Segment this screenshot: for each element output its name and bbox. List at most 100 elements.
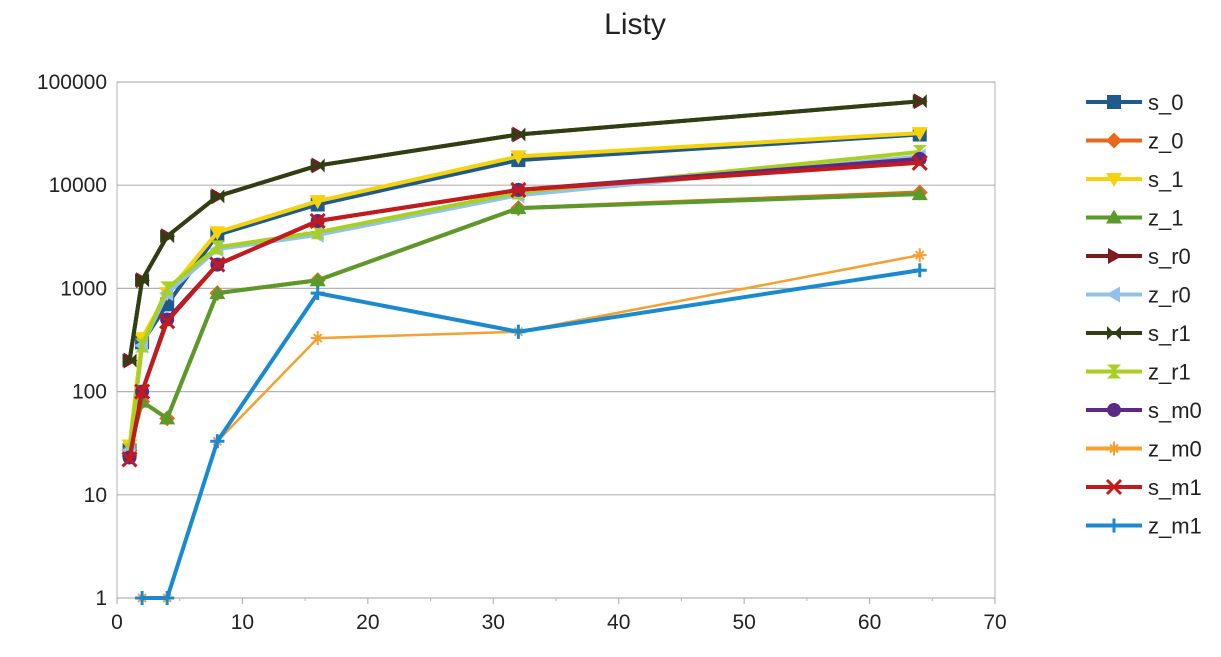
legend-label: s_r1 <box>1148 321 1191 346</box>
legend-marker <box>1107 441 1121 456</box>
legend: s_0 z_0 s_1 z_1 s_r0 z_r0 s_r1 z_r1 s_m0 z_m0 s_m1… <box>1086 90 1202 539</box>
legend-label: z_0 <box>1148 129 1183 154</box>
legend-marker <box>1105 478 1123 496</box>
data-point <box>310 158 325 173</box>
y-tick-label: 10000 <box>49 174 107 197</box>
data-point <box>121 451 138 468</box>
legend-item: s_r0 <box>1086 244 1191 269</box>
series-line <box>127 190 920 451</box>
series-s_0 <box>122 127 927 458</box>
series-line <box>142 253 920 600</box>
x-tick-label: 70 <box>983 611 1006 634</box>
x-tick-label: 60 <box>858 611 881 634</box>
y-tick-label: 1 <box>95 587 107 610</box>
y-tick-label: 100000 <box>37 71 107 94</box>
series-line <box>127 156 920 458</box>
legend-label: s_1 <box>1148 167 1183 192</box>
data-point <box>210 189 225 204</box>
data-point <box>309 212 326 230</box>
legend-label: s_0 <box>1148 90 1183 115</box>
legend-marker <box>1106 132 1122 149</box>
data-point <box>135 338 150 353</box>
data-point <box>122 353 137 368</box>
data-point <box>160 281 175 296</box>
legend-marker <box>1107 518 1121 533</box>
series-line <box>127 154 920 451</box>
legend-marker <box>1107 326 1121 340</box>
legend-item: z_m0 <box>1086 437 1202 462</box>
legend-item: s_m0 <box>1086 398 1202 423</box>
data-point <box>160 591 175 605</box>
legend-label: s_r0 <box>1148 244 1191 269</box>
series-line <box>142 268 921 600</box>
legend-marker <box>1107 95 1121 109</box>
series-line <box>127 192 920 451</box>
data-point <box>135 591 150 605</box>
y-tick-label: 100 <box>72 381 107 404</box>
legend-label: z_1 <box>1148 206 1183 231</box>
series-z_m1 <box>135 263 927 605</box>
series-z_m0 <box>135 248 927 605</box>
data-point <box>912 248 927 263</box>
legend-item: s_r1 <box>1086 321 1191 346</box>
legend-label: z_m0 <box>1148 437 1202 462</box>
legend-label: z_r0 <box>1148 283 1191 308</box>
data-point <box>159 410 176 425</box>
legend-item: z_r0 <box>1086 283 1191 308</box>
data-point <box>511 324 526 339</box>
data-point <box>209 285 226 300</box>
data-point <box>310 331 325 346</box>
y-tick-label: 1000 <box>60 277 107 300</box>
series-s_r1 <box>122 94 927 368</box>
data-point <box>911 186 928 201</box>
legend-label: s_m0 <box>1148 398 1202 423</box>
data-point <box>510 200 527 215</box>
x-tick-label: 20 <box>356 611 379 634</box>
legend-item: s_0 <box>1086 90 1183 115</box>
legend-label: z_m1 <box>1148 514 1202 539</box>
legend-item: z_0 <box>1086 129 1183 154</box>
data-point <box>309 195 326 210</box>
data-point <box>911 127 928 142</box>
data-point <box>310 286 325 301</box>
legend-label: s_m1 <box>1148 475 1202 500</box>
legend-item: z_r1 <box>1086 360 1191 385</box>
data-point <box>510 181 527 198</box>
x-tick-label: 10 <box>231 611 254 634</box>
data-point <box>309 272 326 287</box>
data-point <box>210 240 225 255</box>
data-point <box>134 383 151 400</box>
chart-title: Listy <box>604 8 666 41</box>
legend-marker <box>1108 248 1122 264</box>
data-point <box>159 313 176 330</box>
data-point <box>511 127 526 142</box>
data-point <box>160 229 175 244</box>
legend-marker <box>1107 403 1121 417</box>
data-point <box>209 256 226 273</box>
data-point <box>310 225 325 240</box>
legend-item: z_1 <box>1086 206 1183 231</box>
x-tick-label: 40 <box>607 611 630 634</box>
legend-item: s_m1 <box>1086 475 1202 500</box>
data-point <box>135 273 150 288</box>
legend-marker <box>1106 286 1120 303</box>
series-line <box>127 132 920 451</box>
data-point <box>912 94 927 109</box>
legend-marker <box>1106 173 1122 187</box>
series-s_m1 <box>121 154 928 468</box>
data-point <box>912 263 927 278</box>
data-point <box>210 434 225 449</box>
legend-label: z_r1 <box>1148 360 1191 385</box>
data-point <box>209 226 226 241</box>
legend-marker <box>1106 209 1122 224</box>
legend-item: z_m1 <box>1086 514 1202 539</box>
data-point <box>510 150 527 165</box>
x-tick-label: 50 <box>732 611 755 634</box>
plot-series <box>121 93 928 605</box>
x-tick-label: 30 <box>482 611 505 634</box>
x-tick-label: 0 <box>111 611 123 634</box>
y-tick-label: 10 <box>84 484 107 507</box>
legend-marker <box>1107 364 1121 379</box>
legend-item: s_1 <box>1086 167 1183 192</box>
